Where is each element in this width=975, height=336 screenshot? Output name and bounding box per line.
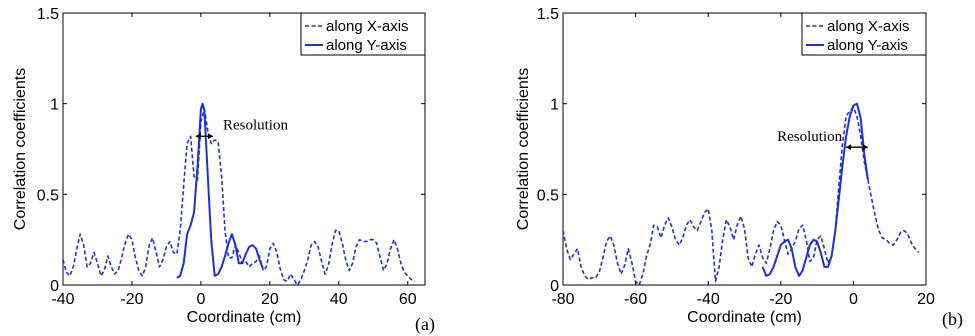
y-tick-label: 1 (550, 97, 559, 114)
x-tick-label: -80 (551, 291, 574, 308)
x-tick-label: 40 (330, 291, 348, 308)
panel-label: (b) (942, 309, 963, 330)
legend-label: along X-axis (827, 18, 910, 35)
resolution-annotation: Resolution (777, 129, 843, 145)
y-tick-label: 0 (550, 278, 559, 295)
axes-box (62, 12, 426, 286)
y-tick-label: 0 (50, 278, 59, 295)
y-tick-label: 0.5 (37, 187, 59, 204)
x-tick-label: 60 (399, 291, 417, 308)
series-line-y-axis (761, 102, 869, 277)
x-tick-label: 20 (261, 291, 279, 308)
series-line-x-axis (562, 106, 920, 286)
y-axis-label: Correlation coefficients (515, 68, 532, 230)
x-axis-label: Coordinate (cm) (187, 309, 302, 326)
y-tick-label: 1.5 (37, 6, 59, 23)
x-tick-label: 0 (196, 291, 205, 308)
panel-label: (a) (415, 314, 435, 335)
x-axis-label: Coordinate (cm) (687, 309, 802, 326)
y-tick-label: 0.5 (537, 187, 559, 204)
chart-panel-a: -40 -20 0 20 40 60 0 0.5 1 1.5 Coordinate (cm) Corr… (12, 6, 435, 335)
resolution-annotation: Resolution (223, 117, 289, 133)
legend-label: along Y-axis (326, 37, 407, 54)
chart-panel-b: -80 -60 -40 -20 0 20 0 0.5 1 1.5 Coordinate (cm) Co… (515, 6, 963, 330)
y-tick-label: 1.5 (537, 6, 559, 23)
legend-label: along X-axis (326, 18, 409, 35)
legend-box (300, 12, 426, 56)
x-tick-label: -40 (51, 291, 74, 308)
x-tick-label: 20 (917, 291, 935, 308)
axes-box (562, 12, 927, 286)
legend-label: along Y-axis (827, 37, 908, 54)
arrowhead-left-icon (846, 144, 852, 151)
series-line-y-axis (176, 102, 264, 279)
x-tick-label: 0 (849, 291, 858, 308)
x-tick-label: -60 (624, 291, 647, 308)
x-tick-label: -40 (697, 291, 720, 308)
series-line-x-axis (62, 108, 416, 286)
legend-box (801, 12, 927, 56)
arrowhead-right-icon (207, 133, 213, 140)
y-tick-label: 1 (50, 97, 59, 114)
arrowhead-right-icon (862, 144, 868, 151)
arrowhead-left-icon (195, 133, 201, 140)
x-tick-label: -20 (769, 291, 792, 308)
x-tick-label: -20 (120, 291, 143, 308)
y-axis-label: Correlation coefficients (12, 68, 29, 230)
